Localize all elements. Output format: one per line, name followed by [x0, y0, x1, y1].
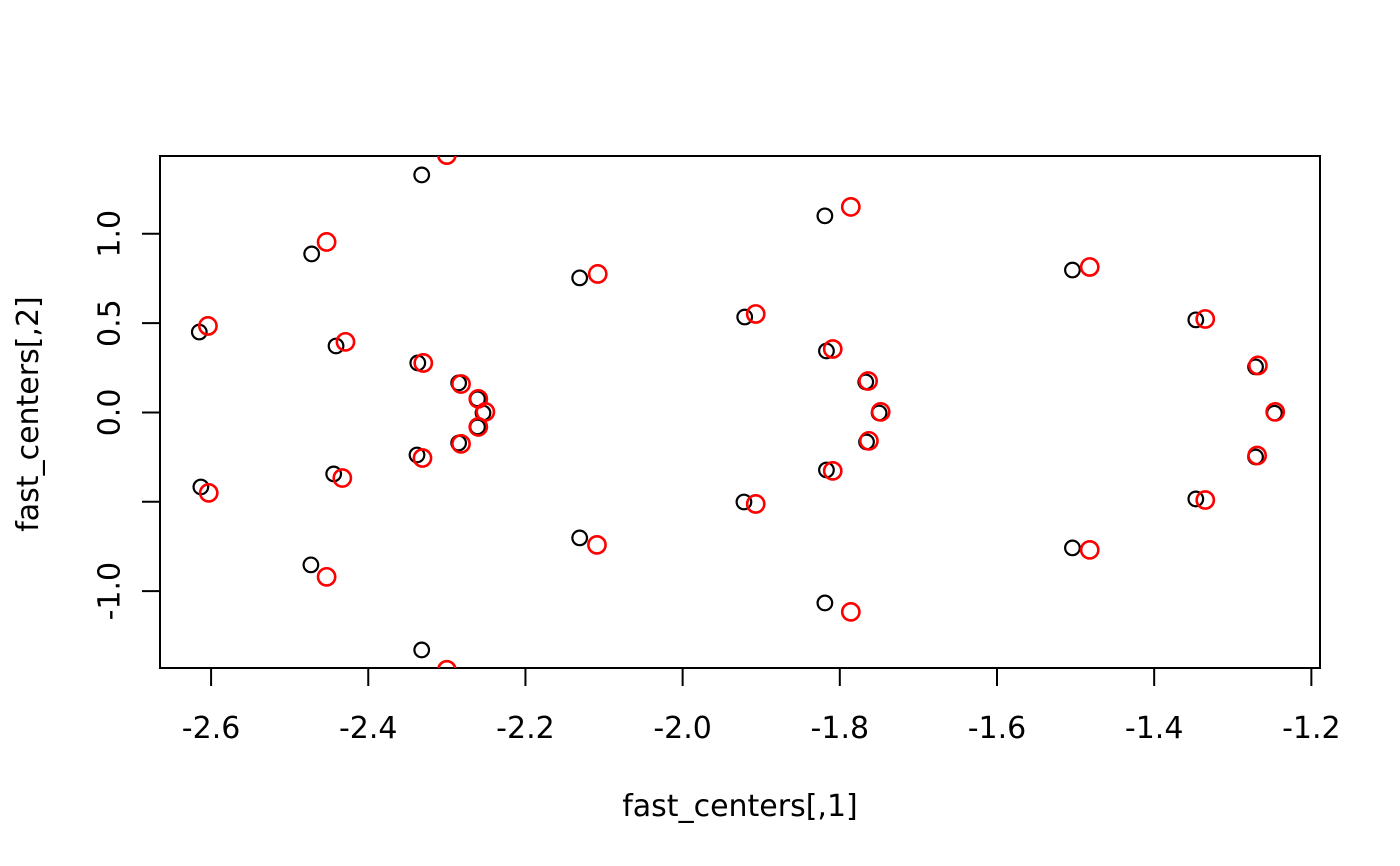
y-axis: 1.0 0.5 0.0 -1.0 — [93, 210, 160, 621]
data-point-black — [303, 245, 321, 263]
data-point-red — [822, 460, 843, 481]
y-tick-label: 1.0 — [93, 210, 128, 258]
data-point-red — [587, 534, 607, 555]
data-point-red — [1195, 309, 1216, 329]
x-tick-label: -1.4 — [1125, 711, 1184, 746]
plot-box — [159, 155, 1321, 669]
y-tick-label: -1.0 — [93, 562, 128, 621]
data-point-red — [451, 433, 471, 454]
data-point-red — [858, 430, 879, 451]
data-point-red — [840, 197, 861, 217]
data-point-black — [1064, 539, 1081, 557]
data-point-black — [736, 308, 754, 326]
data-point-red — [316, 566, 337, 587]
data-points-red — [198, 156, 1286, 668]
data-point-red — [412, 448, 433, 468]
y-tick-label: 0.0 — [93, 389, 128, 437]
data-point-black — [1064, 261, 1081, 279]
data-point-red — [335, 331, 356, 352]
x-tick-label: -2.4 — [339, 711, 398, 746]
x-axis-title: fast_centers[,1] — [622, 789, 858, 824]
data-point-red — [1248, 355, 1268, 376]
data-point-black — [408, 446, 426, 464]
data-point-red — [822, 339, 843, 359]
data-point-red — [858, 371, 879, 391]
data-point-black — [816, 207, 834, 225]
data-point-red — [437, 659, 457, 668]
data-point-red — [1079, 257, 1100, 277]
data-point-red — [332, 468, 353, 488]
data-point-red — [413, 353, 434, 373]
data-point-red — [1247, 445, 1268, 466]
data-point-red — [587, 264, 608, 284]
y-axis-title: fast_centers[,2] — [11, 296, 46, 532]
data-point-red — [198, 482, 219, 503]
x-tick-label: -1.8 — [811, 711, 870, 746]
data-point-red — [1195, 490, 1216, 510]
data-point-red — [1079, 539, 1100, 560]
data-point-black — [571, 269, 589, 287]
data-point-red — [870, 402, 891, 422]
data-point-red — [436, 156, 457, 166]
x-axis: -2.6 -2.4 -2.2 -2.0 -1.8 -1.6 -1.4 -1.2 — [182, 668, 1341, 746]
data-point-red — [468, 417, 489, 437]
x-tick-label: -2.2 — [496, 711, 555, 746]
data-point-red — [745, 494, 766, 514]
data-point-black — [571, 529, 589, 547]
data-point-black — [816, 594, 834, 612]
x-tick-label: -1.6 — [968, 711, 1027, 746]
data-point-red — [745, 304, 766, 324]
data-point-black — [302, 556, 320, 574]
data-point-black — [413, 641, 431, 659]
data-point-black — [413, 166, 431, 184]
data-point-red — [1265, 402, 1286, 422]
data-point-red — [840, 601, 861, 622]
x-tick-label: -2.0 — [653, 711, 712, 746]
data-point-red — [316, 232, 337, 252]
y-tick-label: 0.5 — [93, 299, 128, 347]
data-point-red — [451, 374, 471, 394]
x-tick-label: -1.2 — [1282, 711, 1341, 746]
data-point-black — [1187, 311, 1205, 329]
data-point-black — [735, 493, 753, 511]
x-tick-label: -2.6 — [182, 711, 241, 746]
data-point-black — [327, 337, 345, 355]
data-point-black — [1187, 490, 1205, 508]
data-points-black — [190, 166, 1283, 659]
data-point-red — [198, 316, 218, 336]
